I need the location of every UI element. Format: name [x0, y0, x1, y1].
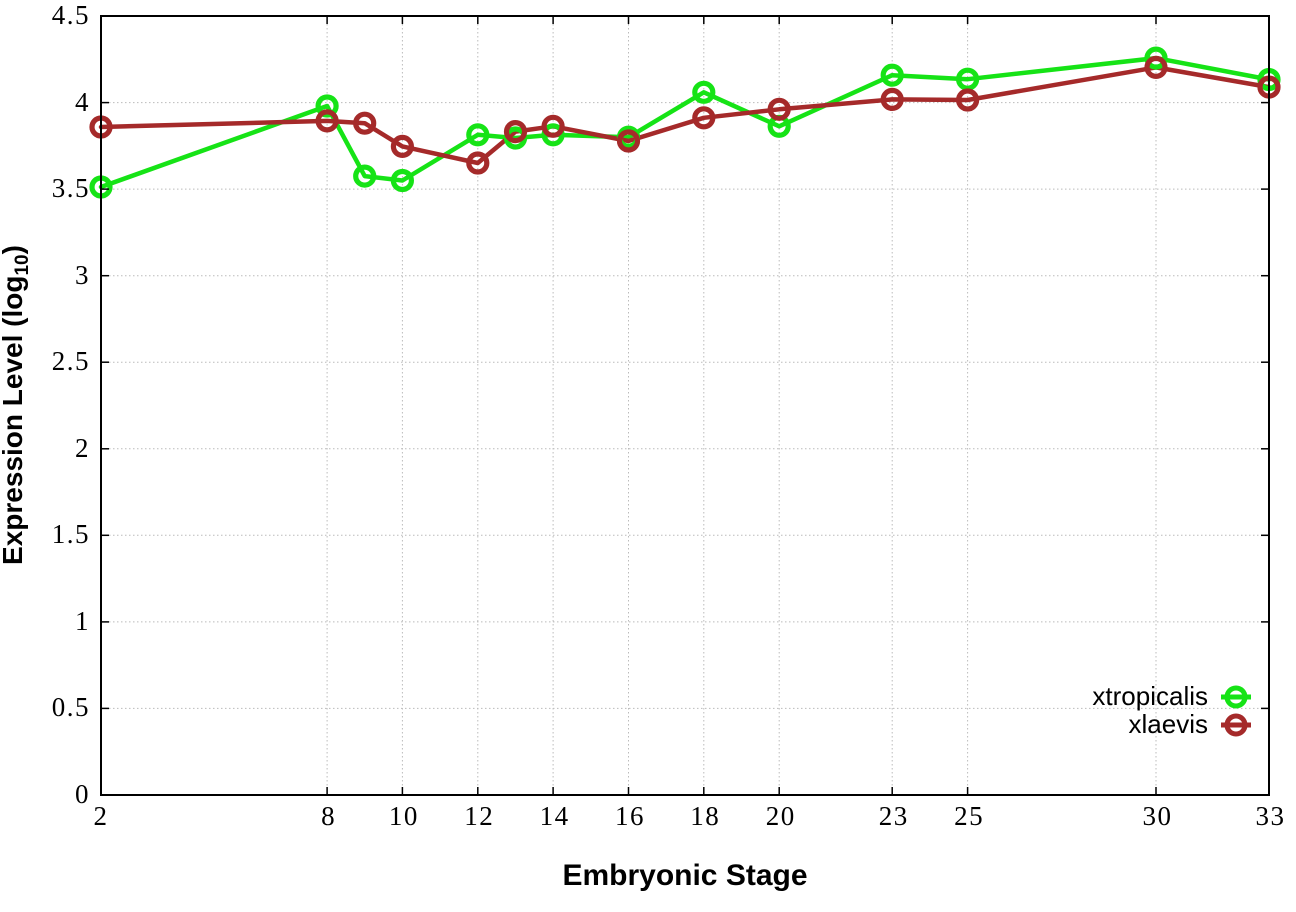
svg-text:xlaevis: xlaevis: [1129, 709, 1208, 739]
svg-text:2: 2: [75, 433, 90, 463]
svg-text:12: 12: [464, 801, 494, 831]
svg-text:0: 0: [75, 779, 90, 809]
svg-text:xtropicalis: xtropicalis: [1092, 681, 1208, 711]
svg-text:1.5: 1.5: [52, 519, 90, 549]
svg-text:3: 3: [75, 260, 90, 290]
svg-text:30: 30: [1143, 801, 1173, 831]
svg-text:1: 1: [75, 606, 90, 636]
svg-text:16: 16: [615, 801, 645, 831]
svg-text:4.5: 4.5: [52, 0, 90, 30]
svg-text:Embryonic Stage: Embryonic Stage: [562, 859, 807, 892]
svg-text:2: 2: [94, 801, 109, 831]
svg-text:10: 10: [389, 801, 419, 831]
svg-text:20: 20: [766, 801, 796, 831]
svg-text:33: 33: [1256, 801, 1286, 831]
svg-text:Expression Level (log10): Expression Level (log10): [0, 245, 33, 565]
svg-text:14: 14: [540, 801, 570, 831]
svg-text:18: 18: [690, 801, 720, 831]
svg-text:23: 23: [879, 801, 909, 831]
svg-text:0.5: 0.5: [52, 692, 90, 722]
svg-text:25: 25: [954, 801, 984, 831]
svg-text:4: 4: [75, 87, 90, 117]
svg-text:3.5: 3.5: [52, 173, 90, 203]
svg-text:2.5: 2.5: [52, 346, 90, 376]
svg-text:8: 8: [321, 801, 336, 831]
